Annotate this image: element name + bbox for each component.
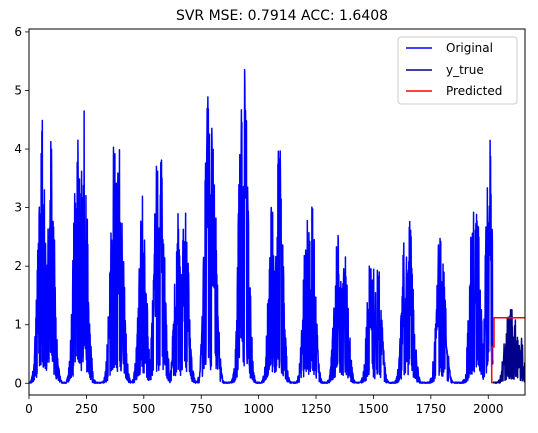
x-tick-label: 750 — [190, 402, 213, 416]
series-original-line — [29, 68, 494, 384]
x-tick-label: 1000 — [243, 402, 274, 416]
series-y-true-line — [492, 308, 525, 384]
x-tick-label: 1750 — [416, 402, 447, 416]
x-tick-label: 1500 — [358, 402, 389, 416]
legend: Original y_true Predicted — [397, 36, 518, 105]
axis-layer: 0 250 500 750 1000 1250 1500 1750 2000 0 1 2 3 4 5 6 — [14, 25, 503, 416]
y-tick-label: 0 — [14, 376, 22, 390]
x-tick-label: 1250 — [301, 402, 332, 416]
series-predicted-line — [490, 316, 525, 384]
legend-label-y-true: y_true — [446, 63, 484, 77]
legend-label-original: Original — [446, 41, 493, 55]
y-tick-label: 4 — [14, 142, 22, 156]
x-tick-label: 2000 — [473, 402, 504, 416]
plot-frame — [28, 28, 526, 396]
y-tick-label: 5 — [14, 83, 22, 97]
y-tick-label: 1 — [14, 318, 22, 332]
y-tick-label: 6 — [14, 25, 22, 39]
chart-title: SVR MSE: 0.7914 ACC: 1.6408 — [176, 8, 388, 24]
legend-label-predicted: Predicted — [446, 84, 502, 98]
series-layer — [29, 68, 525, 384]
x-tick-label: 0 — [25, 402, 33, 416]
y-tick-label: 3 — [14, 201, 22, 215]
x-tick-label: 250 — [75, 402, 98, 416]
y-tick-label: 2 — [14, 259, 22, 273]
legend-box — [397, 36, 518, 105]
x-tick-label: 500 — [132, 402, 155, 416]
